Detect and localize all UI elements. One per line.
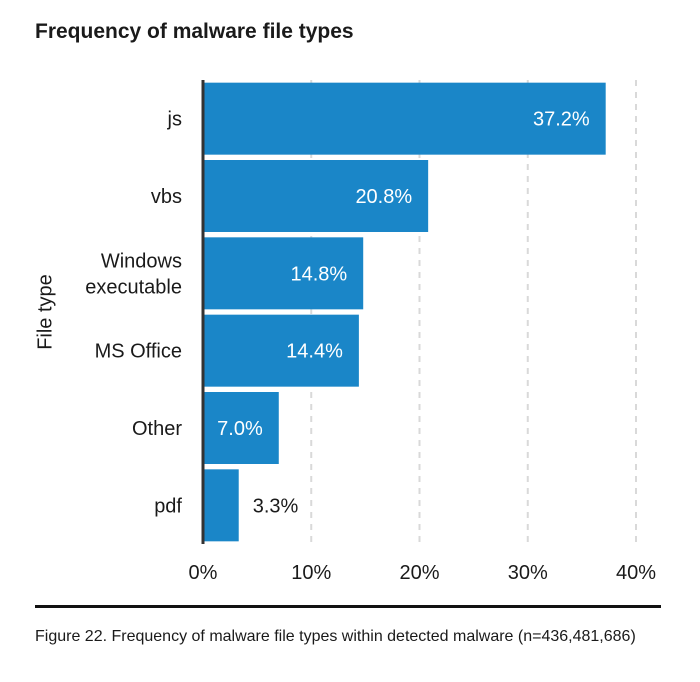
category-label: pdf: [154, 495, 182, 517]
bar-value-label: 7.0%: [217, 418, 263, 440]
bar-value-label: 14.4%: [286, 341, 343, 363]
bar-chart: 0% 10% 20% 30% 40% 37.2% js 20.8% vbs 14.8% Window…: [85, 80, 656, 584]
bar: [203, 469, 239, 542]
category-label: js: [167, 109, 182, 131]
bar: [203, 82, 606, 155]
category-label-line: vbs: [151, 186, 182, 208]
bar-value-label: 3.3%: [253, 495, 299, 517]
chart-title: Frequency of malware file types: [35, 20, 354, 43]
bar-value-label: 37.2%: [533, 109, 590, 131]
x-tick-label: 20%: [399, 562, 439, 584]
x-tick-label: 10%: [291, 562, 331, 584]
x-tick-label: 0%: [189, 562, 218, 584]
x-tick-label: 30%: [508, 562, 548, 584]
category-label: Windows executable: [85, 250, 182, 298]
bar: [203, 237, 364, 310]
category-label-line: Other: [132, 418, 182, 440]
bar: [203, 314, 359, 387]
caption-divider: [35, 605, 661, 608]
bar: [203, 160, 429, 232]
y-axis-label: File type: [34, 274, 57, 350]
bar-value-label: 20.8%: [355, 186, 412, 208]
category-label: MS Office: [95, 341, 182, 363]
bar: [203, 392, 279, 464]
figure-caption: Figure 22. Frequency of malware file typ…: [35, 628, 636, 645]
category-label: Other: [132, 418, 182, 440]
grid-lines: [310, 80, 637, 544]
category-label-line: Windows: [101, 250, 182, 272]
category-label-line: MS Office: [95, 341, 182, 363]
category-label-line: pdf: [154, 495, 182, 517]
category-label-line: js: [167, 109, 182, 131]
category-label: vbs: [151, 186, 182, 208]
category-label-line: executable: [85, 276, 182, 298]
x-tick-label: 40%: [616, 562, 656, 584]
bar-value-label: 14.8%: [290, 263, 347, 285]
bars: [203, 82, 606, 542]
labels: 0% 10% 20% 30% 40% 37.2% js 20.8% vbs 14.8% Window…: [85, 109, 656, 584]
